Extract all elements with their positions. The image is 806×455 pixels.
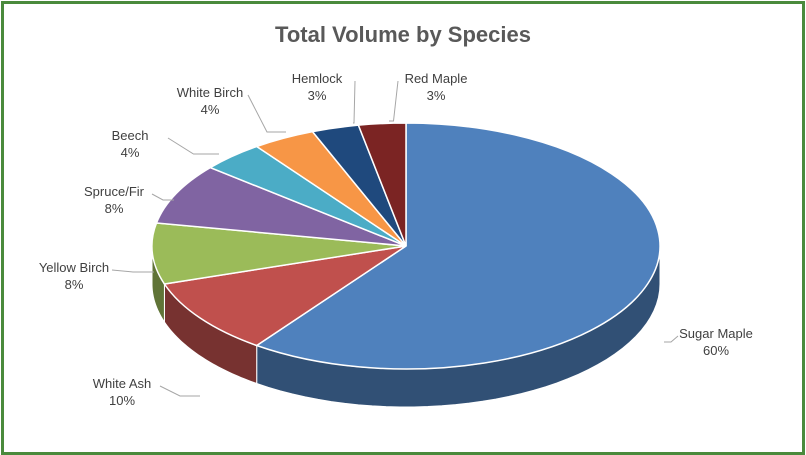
slice-label-sugar-maple: Sugar Maple (679, 326, 753, 341)
slice-percent-sugar-maple: 60% (703, 343, 729, 358)
slice-percent-red-maple: 3% (427, 88, 446, 103)
chart-title: Total Volume by Species (275, 22, 531, 47)
slice-label-beech: Beech (112, 128, 149, 143)
leader-line-white-birch (247, 94, 286, 133)
leader-line-spruce-fir (151, 193, 174, 201)
leader-line-hemlock (353, 80, 356, 124)
pie-slice-yellow-birch (151, 222, 407, 285)
slice-label-yellow-birch: Yellow Birch (39, 260, 109, 275)
slice-percent-yellow-birch: 8% (65, 277, 84, 292)
leader-line-beech (167, 137, 219, 155)
pie-chart: Sugar Maple 60% White Ash 10% Yellow Birch 8%… (39, 71, 753, 408)
leader-line-sugar-maple (664, 335, 679, 343)
pie-slices (151, 122, 661, 370)
slice-label-hemlock: Hemlock (292, 71, 343, 86)
pie-slice-red-maple (357, 122, 407, 247)
pie-slice-sugar-maple (255, 122, 661, 370)
slice-percent-spruce-fir: 8% (105, 201, 124, 216)
leader-line-red-maple (389, 80, 399, 122)
slice-label-spruce-fir: Spruce/Fir (84, 184, 145, 199)
slice-label-white-ash: White Ash (93, 376, 152, 391)
leader-line-white-ash (159, 385, 200, 397)
slice-percent-white-ash: 10% (109, 393, 135, 408)
slice-percent-hemlock: 3% (308, 88, 327, 103)
slice-label-white-birch: White Birch (177, 85, 243, 100)
slice-percent-beech: 4% (121, 145, 140, 160)
slice-percent-white-birch: 4% (201, 102, 220, 117)
pie-slice-white-ash (163, 245, 407, 347)
leader-line-yellow-birch (111, 269, 154, 273)
data-labels: Sugar Maple 60% White Ash 10% Yellow Birch 8%… (39, 71, 753, 408)
slice-label-red-maple: Red Maple (405, 71, 468, 86)
pie-slice-spruce-fir (155, 166, 407, 247)
